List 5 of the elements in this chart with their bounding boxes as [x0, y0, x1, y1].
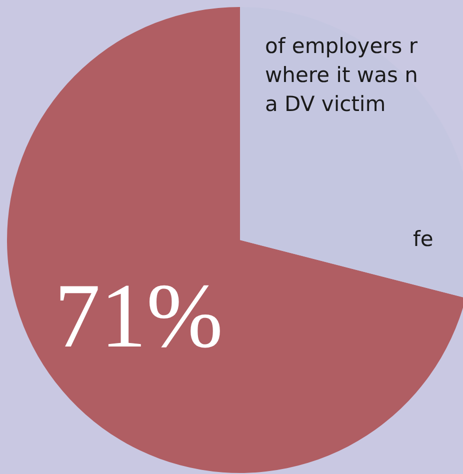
data-label: 71%	[54, 264, 224, 367]
text: of employers r	[265, 34, 418, 58]
text: fe	[413, 227, 434, 251]
text: a DV victim	[265, 92, 386, 116]
text: where it was n	[265, 63, 418, 87]
